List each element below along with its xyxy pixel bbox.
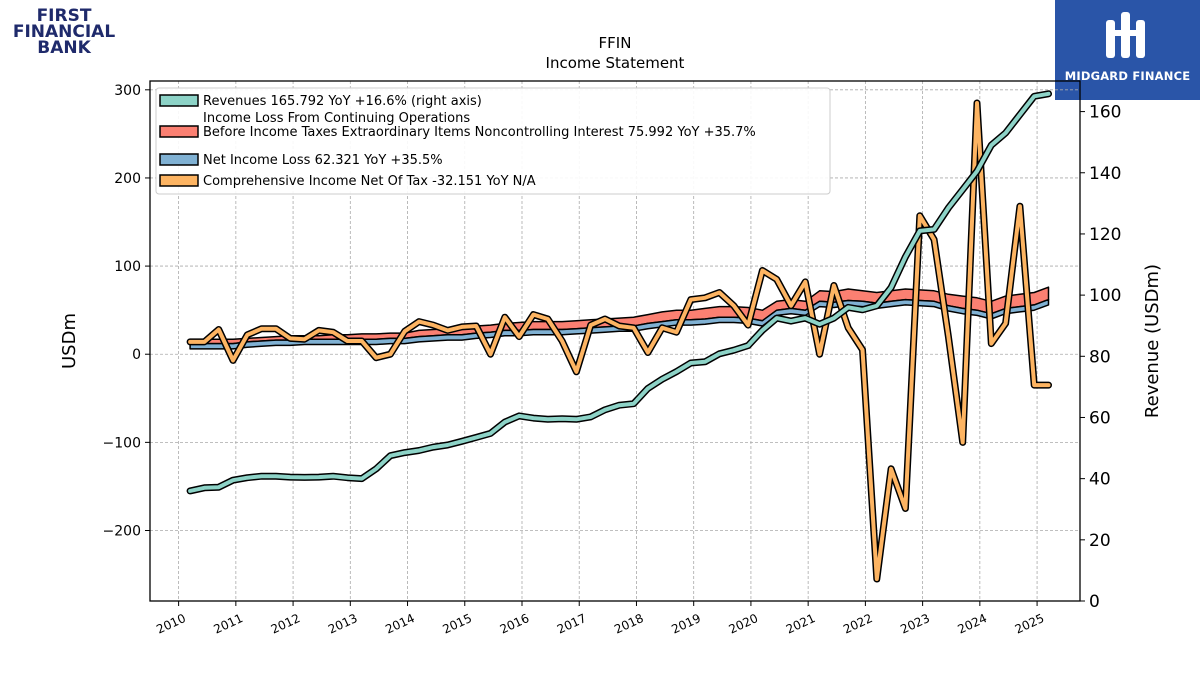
y-tick-label-left: −100 bbox=[103, 435, 141, 451]
comprehensive-income-swatch bbox=[159, 174, 199, 187]
net-income-swatch bbox=[159, 153, 199, 166]
x-tick-label: 2011 bbox=[212, 611, 246, 637]
series-layer bbox=[186, 90, 1052, 583]
y-axis-label-left: USDm bbox=[59, 313, 80, 369]
legend-box bbox=[155, 87, 831, 195]
y-tick-label-right: 40 bbox=[1089, 470, 1111, 490]
legend-label-income-before-tax: Income Loss From Continuing Operations Be… bbox=[203, 111, 756, 140]
x-tick-label: 2024 bbox=[956, 611, 990, 637]
y-tick-label-right: 80 bbox=[1089, 347, 1111, 367]
x-tick-label: 2010 bbox=[154, 611, 188, 637]
revenues-line bbox=[188, 91, 1051, 493]
logo-line-2: FINANCIAL bbox=[12, 22, 116, 42]
y-tick-label-right: 160 bbox=[1089, 103, 1121, 123]
y-tick-label-right: 0 bbox=[1089, 592, 1100, 612]
legend-label-comprehensive-income: Comprehensive Income Net Of Tax -32.151 … bbox=[203, 174, 536, 189]
x-tick-label: 2012 bbox=[269, 611, 303, 637]
x-tick-label: 2022 bbox=[841, 611, 875, 637]
first-financial-bank-logo: FIRST FINANCIAL BANK bbox=[4, 4, 124, 58]
x-tick-label: 2016 bbox=[498, 611, 532, 637]
y-tick-label-left: 200 bbox=[114, 171, 141, 187]
y-axis-label-right: Revenue (USDm) bbox=[1142, 264, 1163, 418]
y-tick-label-left: −200 bbox=[103, 523, 141, 539]
x-tick-label: 2025 bbox=[1013, 611, 1047, 637]
chart-subtitle: Income Statement bbox=[546, 54, 685, 72]
y-tick-label-right: 60 bbox=[1089, 408, 1111, 428]
x-tick-label: 2013 bbox=[326, 611, 360, 637]
y-tick-label-left: 0 bbox=[132, 347, 141, 363]
income-before-tax-band bbox=[189, 286, 1050, 345]
midgard-finance-label: MIDGARD FINANCE bbox=[1064, 69, 1191, 83]
legend-label-line: Income Loss From Continuing Operations bbox=[203, 111, 470, 126]
y-tick-label-left: 100 bbox=[114, 259, 141, 275]
legend-label-line: Comprehensive Income Net Of Tax -32.151 … bbox=[203, 174, 536, 189]
x-tick-label: 2019 bbox=[669, 611, 703, 637]
legend: Revenues 165.792 YoY +16.6% (right axis)… bbox=[155, 87, 831, 195]
legend-label-net-income: Net Income Loss 62.321 YoY +35.5% bbox=[203, 153, 443, 168]
y-tick-label-left: 300 bbox=[114, 83, 141, 99]
x-tick-label: 2017 bbox=[555, 611, 589, 637]
y-tick-label-right: 20 bbox=[1089, 531, 1111, 551]
income-before-tax-swatch bbox=[159, 125, 199, 138]
plot-frame bbox=[149, 80, 1081, 602]
y-tick-label-right: 100 bbox=[1089, 286, 1121, 306]
x-tick-label: 2023 bbox=[898, 611, 932, 637]
x-tick-label: 2014 bbox=[383, 611, 417, 637]
x-tick-label: 2020 bbox=[727, 611, 761, 637]
y-tick-label-right: 120 bbox=[1089, 225, 1121, 245]
legend-label-line: Net Income Loss 62.321 YoY +35.5% bbox=[203, 153, 443, 168]
x-tick-label: 2015 bbox=[440, 611, 474, 637]
comprehensive-income-line bbox=[188, 101, 1051, 581]
y-tick-label-right: 140 bbox=[1089, 164, 1121, 184]
x-tick-label: 2018 bbox=[612, 611, 646, 637]
logo-line-1: FIRST bbox=[36, 6, 92, 26]
legend-label-revenues: Revenues 165.792 YoY +16.6% (right axis) bbox=[203, 94, 482, 109]
midgard-emblem-icon bbox=[1106, 12, 1145, 58]
legend-label-line: Revenues 165.792 YoY +16.6% (right axis) bbox=[203, 94, 482, 109]
logo-line-3: BANK bbox=[37, 38, 91, 58]
chart-title: FFIN bbox=[599, 34, 632, 52]
revenues-swatch bbox=[159, 94, 199, 107]
legend-label-line: Before Income Taxes Extraordinary Items … bbox=[203, 125, 756, 140]
x-tick-label: 2021 bbox=[784, 611, 818, 637]
midgard-finance-logo: MIDGARD FINANCE bbox=[1055, 0, 1200, 100]
